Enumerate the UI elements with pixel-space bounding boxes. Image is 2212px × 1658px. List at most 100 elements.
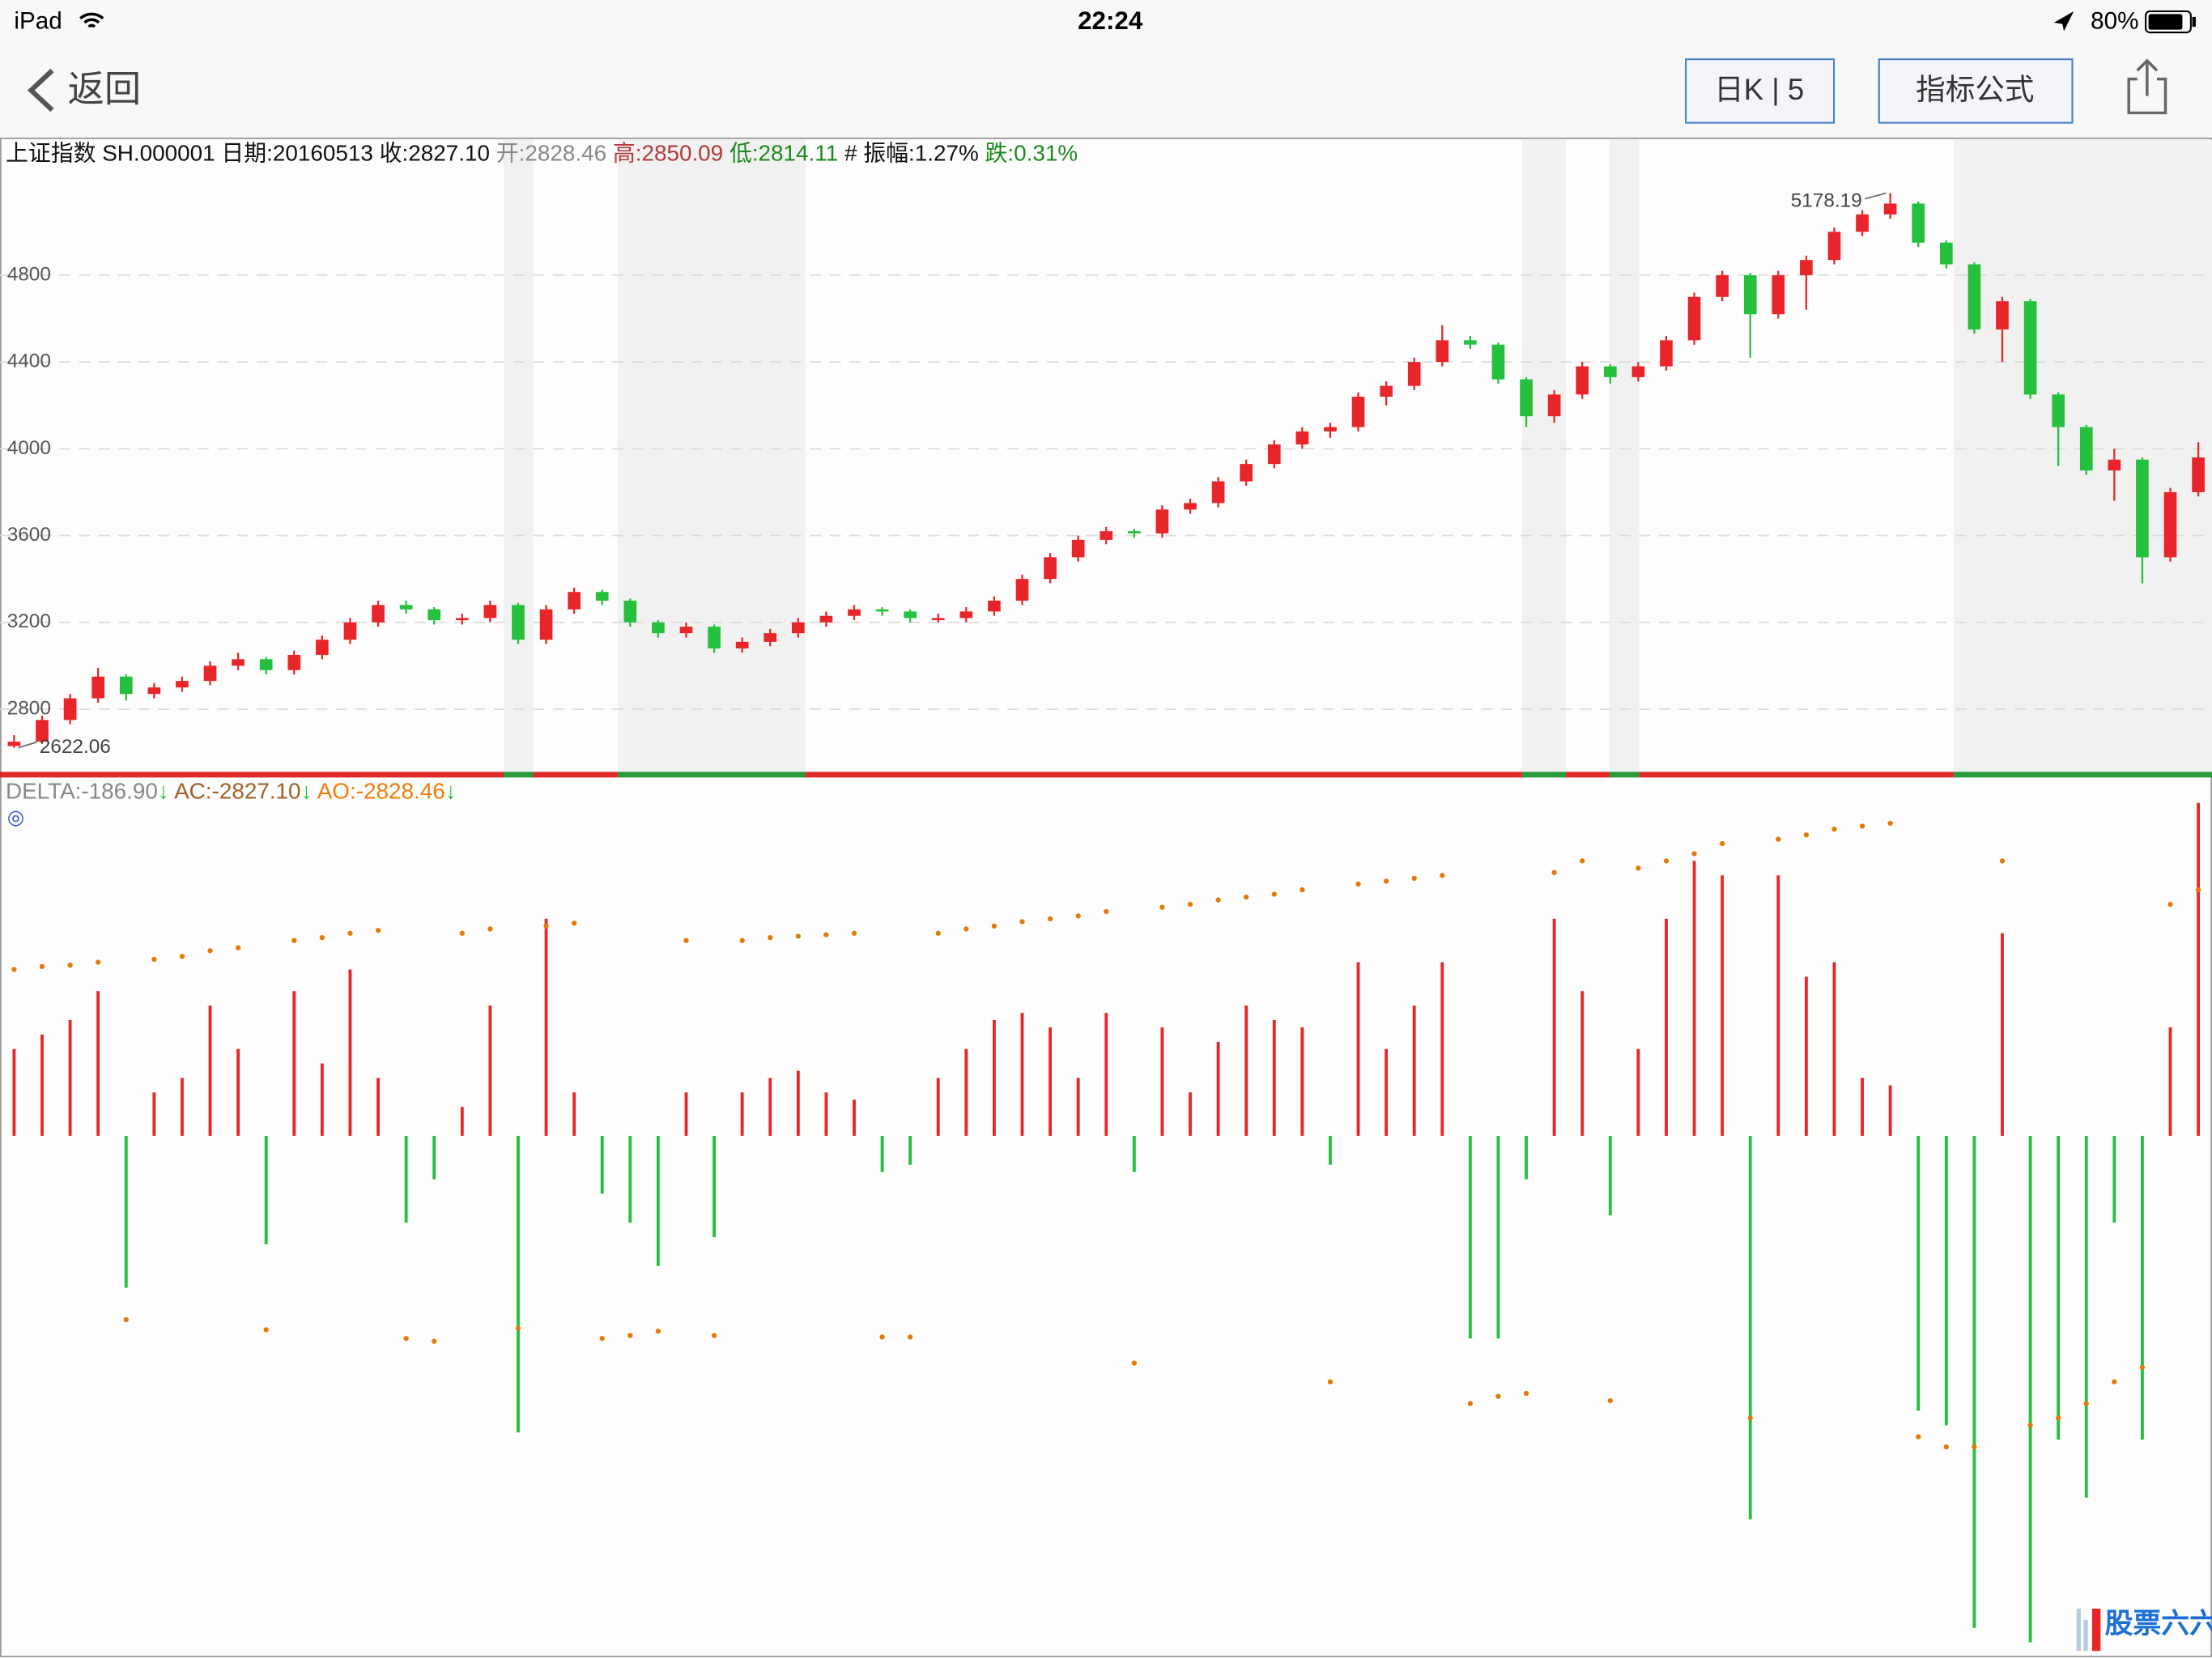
ao-dot	[711, 1333, 717, 1338]
candle-body	[316, 640, 329, 655]
info-item: 低:2814.11	[730, 141, 844, 166]
location-icon	[2053, 11, 2074, 32]
candle-body	[1939, 242, 1953, 265]
ao-dot	[375, 928, 381, 933]
ao-dot	[1999, 858, 2006, 864]
ao-dot	[151, 956, 157, 963]
ao-dot	[207, 948, 213, 954]
y-tick-label: 2800	[7, 697, 51, 719]
period-button-label[interactable]: 日K | 5	[1714, 73, 1804, 106]
candle-body	[455, 618, 469, 621]
ao-dot	[1075, 913, 1081, 919]
ao-dot	[1580, 858, 1585, 864]
ao-dot	[1551, 869, 1557, 875]
clock: 22:24	[1078, 6, 1143, 35]
ao-dot	[2167, 901, 2173, 908]
info-item: 跌:0.31%	[985, 141, 1078, 166]
ao-dot	[2112, 1379, 2117, 1384]
ao-dot	[1047, 916, 1053, 922]
candle-body	[931, 618, 945, 621]
candle-body	[1351, 397, 1365, 427]
candle-body	[568, 592, 581, 610]
ao-dot	[2083, 1401, 2089, 1406]
legend-item: ↓	[158, 779, 169, 804]
candle-body	[203, 665, 217, 682]
candle-body	[1576, 366, 1589, 395]
candle-body	[259, 659, 273, 670]
candle-body	[1743, 274, 1757, 315]
back-label[interactable]: 返回	[68, 68, 142, 109]
candle-body	[2023, 301, 2037, 395]
candle-body	[1240, 464, 1253, 482]
ao-dot	[851, 930, 857, 936]
info-line: 上证指数 SH.000001 日期:20160513 收:2827.10 开:2…	[6, 141, 1078, 166]
period-button[interactable]	[1685, 58, 1836, 124]
formula-button-label[interactable]: 指标公式	[1916, 73, 2034, 106]
ao-dot	[1720, 840, 1725, 847]
ao-dot	[1776, 836, 1781, 842]
ao-dot	[683, 937, 689, 943]
share-icon[interactable]	[2127, 58, 2167, 115]
candle-body	[1772, 274, 1785, 315]
state-strip	[533, 772, 619, 778]
candle-body	[652, 622, 665, 634]
battery-percent: 80%	[2091, 8, 2138, 35]
annotation-leader	[18, 741, 37, 749]
candle-body	[1491, 344, 1505, 380]
candle-body	[2136, 459, 2149, 558]
candle-body	[1912, 203, 1925, 243]
candle-body	[1015, 579, 1029, 601]
back-button[interactable]: 返回	[27, 68, 142, 113]
ao-dot	[991, 923, 998, 929]
ao-dot	[1440, 873, 1445, 878]
candle-body	[36, 720, 49, 742]
candle-body	[1128, 531, 1141, 534]
candle-body	[595, 592, 609, 601]
info-item: 开:2828.46	[496, 141, 613, 166]
candle-body	[1716, 274, 1729, 297]
candle-body	[1436, 340, 1449, 363]
ao-dot	[1383, 878, 1389, 884]
state-strip	[1610, 772, 1640, 778]
candle-body	[1883, 203, 1897, 215]
ao-dot	[1355, 881, 1361, 887]
candle-body	[1520, 379, 1533, 417]
ao-dot	[179, 954, 185, 959]
candle-body	[1071, 539, 1085, 558]
share-button[interactable]	[2127, 58, 2167, 115]
candle-body	[1380, 385, 1393, 397]
candle-body	[428, 609, 441, 621]
ao-dot	[1747, 1415, 1753, 1421]
candle-body	[2192, 457, 2205, 492]
high-annotation: 5178.19	[1791, 189, 1862, 211]
watermark-logo	[2076, 1608, 2101, 1652]
ao-dot	[1327, 1379, 1334, 1384]
candle-body	[1660, 340, 1673, 367]
ao-dot	[1663, 858, 1670, 864]
chart-frame	[0, 137, 2212, 1658]
state-strip	[0, 772, 504, 778]
candle-body	[988, 600, 1001, 612]
low-annotation: 2622.06	[40, 736, 111, 758]
candle-body	[512, 605, 525, 640]
y-tick-label: 4800	[7, 263, 51, 285]
ao-dot	[1244, 894, 1249, 900]
ao-dot	[263, 1327, 269, 1333]
candle-body	[1547, 394, 1561, 417]
state-strip	[805, 772, 1522, 778]
formula-button[interactable]	[1878, 58, 2074, 124]
state-strip	[1566, 772, 1610, 778]
ao-dot	[1859, 823, 1865, 829]
ao-dot	[2139, 1364, 2146, 1371]
back-chevron[interactable]	[27, 68, 54, 113]
ao-dot	[235, 945, 241, 950]
candle-body	[2108, 459, 2121, 471]
ao-dot	[1523, 1391, 1529, 1397]
candle-body	[848, 609, 861, 616]
ao-dot	[1636, 865, 1641, 871]
ao-dot	[347, 930, 353, 936]
ao-dot	[1019, 919, 1025, 925]
ao-dot	[1300, 887, 1305, 893]
